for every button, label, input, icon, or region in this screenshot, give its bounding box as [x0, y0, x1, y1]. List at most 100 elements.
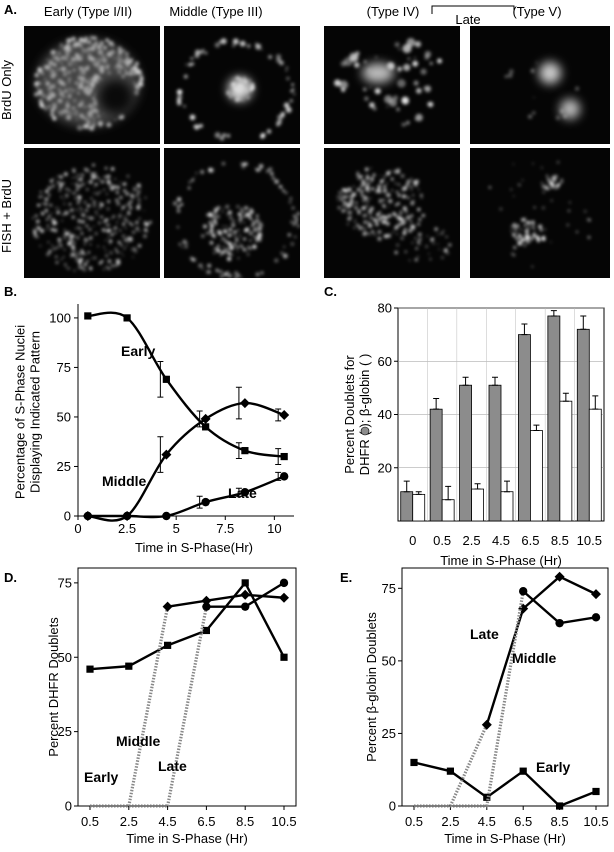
rise-hatch-late	[485, 590, 525, 807]
x-tick-label: 4.5	[159, 814, 177, 829]
bar-dhfr	[547, 315, 561, 522]
y-axis-label: Percent β-globin Doublets	[364, 612, 379, 762]
row-label-fish-brdu: FISH + BrdU	[0, 179, 14, 253]
error-bar	[580, 315, 587, 330]
data-point-late	[279, 578, 289, 588]
rise-hatch-late	[166, 606, 208, 807]
data-point-middle	[162, 601, 173, 612]
bar-dhfr	[429, 408, 443, 522]
series-label-early: Early	[121, 343, 155, 359]
x-tick-label: 10.5	[271, 814, 296, 829]
bar-dhfr	[576, 328, 590, 522]
panel-letter: C.	[324, 284, 337, 299]
bar-beta-globin	[559, 400, 573, 522]
error-bar	[533, 424, 540, 431]
x-axis-label: Time in S-Phase (Hr)	[126, 831, 248, 846]
panel-c-chart: C. 20 40 60 80 0 0.5 2.5 4.5 6.5 8.5 10.5 Time in S-…	[324, 284, 605, 568]
data-point-early	[241, 579, 249, 587]
error-bar	[235, 487, 242, 497]
data-point-middle	[239, 398, 250, 409]
data-point-middle	[279, 592, 289, 603]
data-point-early	[84, 312, 92, 320]
micrograph-middle-brdu	[164, 26, 300, 144]
data-point-late	[591, 613, 601, 622]
error-bar	[157, 436, 164, 473]
panel-b-chart: B. 0 25 50 75 100 0 2.5 5 7.5 10 Time in S-Phase(Hr…	[4, 284, 294, 555]
x-tick-label: 2.5	[463, 533, 481, 548]
series-line-middle	[87, 401, 285, 522]
y-axis-label: Percentage of S-Phase Nuclei	[13, 325, 28, 499]
micrograph-type-iv-brdu	[324, 26, 460, 144]
error-bar	[235, 442, 242, 460]
error-bar	[275, 448, 282, 465]
error-bar	[275, 408, 282, 422]
data-point-early	[446, 767, 454, 775]
data-point-early	[202, 626, 210, 635]
y-tick-label: 40	[378, 407, 392, 422]
data-point-early	[592, 787, 600, 796]
x-tick-label: 7.5	[216, 521, 234, 536]
data-point-early	[164, 641, 172, 649]
bar-dhfr	[400, 491, 414, 522]
bar-dhfr	[518, 334, 531, 522]
y-tick-label: 75	[58, 575, 72, 590]
y-tick-label: 75	[57, 360, 71, 375]
series-label-late: Late	[228, 485, 257, 501]
bar-beta-globin	[471, 488, 484, 522]
bar-beta-globin	[412, 493, 426, 522]
x-tick-label: 0	[409, 533, 416, 548]
data-point-early	[280, 653, 288, 661]
bar-beta-globin	[441, 499, 455, 522]
rise-hatch-middle	[127, 606, 170, 807]
error-bar	[403, 480, 410, 493]
late-bracket-label: Late	[455, 12, 480, 27]
error-bar	[235, 386, 242, 420]
series-line-middle	[485, 575, 597, 726]
column-label-type-iv: (Type IV)	[367, 4, 420, 19]
y-axis-label-part: )	[357, 354, 372, 358]
micrograph-early-fish	[24, 148, 160, 278]
y-tick-label: 0	[64, 509, 71, 524]
series-label-late: Late	[158, 758, 187, 774]
x-tick-label: 0.5	[433, 533, 451, 548]
y-tick-label: 50	[58, 650, 72, 665]
panel-a-letter: A.	[4, 2, 17, 17]
y-axis-label: DHFR ( ); β-globin ( )	[357, 354, 372, 476]
column-label-early: Early (Type I/II)	[44, 4, 132, 19]
x-tick-label: 10.5	[577, 533, 602, 548]
series-label-middle: Middle	[116, 733, 161, 749]
y-tick-label: 0	[65, 799, 72, 814]
panel-d-chart: D. 0 25 50 75 0.5 2.5 4.5 6.5 8.5 10.5 Time in S-Ph…	[4, 567, 297, 846]
series-label-middle: Middle	[102, 473, 147, 489]
y-tick-label: 50	[57, 409, 71, 424]
x-tick-label: 8.5	[236, 814, 254, 829]
y-axis-label-part: ); β-globin (	[357, 361, 372, 428]
x-tick-label: 10	[267, 521, 281, 536]
data-point-early	[280, 452, 288, 461]
data-point-middle	[481, 719, 492, 730]
data-point-late	[162, 511, 171, 521]
panel-a: A. Early (Type I/II) Middle (Type III) (…	[0, 2, 610, 280]
y-tick-label: 25	[57, 459, 71, 474]
panel-e-chart: E. 0 25 50 75 0.5 2.5 4.5 6.5 8.5 10.5 Time in S-Ph…	[340, 567, 609, 846]
bar-beta-globin	[500, 491, 514, 522]
data-point-middle	[161, 449, 172, 460]
column-label-type-v: (Type V)	[512, 4, 561, 19]
error-bar	[474, 483, 481, 490]
y-axis-label: Displaying Indicated Pattern	[28, 331, 43, 493]
error-bar	[504, 480, 510, 493]
y-tick-label: 75	[382, 581, 396, 596]
error-bar	[415, 491, 422, 495]
y-tick-label: 25	[382, 726, 396, 741]
data-point-middle	[518, 603, 529, 614]
data-point-late	[202, 602, 211, 611]
y-tick-label: 50	[382, 653, 396, 668]
x-tick-label: 0	[74, 521, 81, 536]
bar-dhfr	[459, 384, 472, 522]
bar-beta-globin	[530, 430, 543, 522]
series-label-late: Late	[470, 626, 499, 642]
data-point-early	[410, 758, 418, 767]
data-point-late	[83, 511, 93, 521]
error-bar	[157, 360, 164, 398]
